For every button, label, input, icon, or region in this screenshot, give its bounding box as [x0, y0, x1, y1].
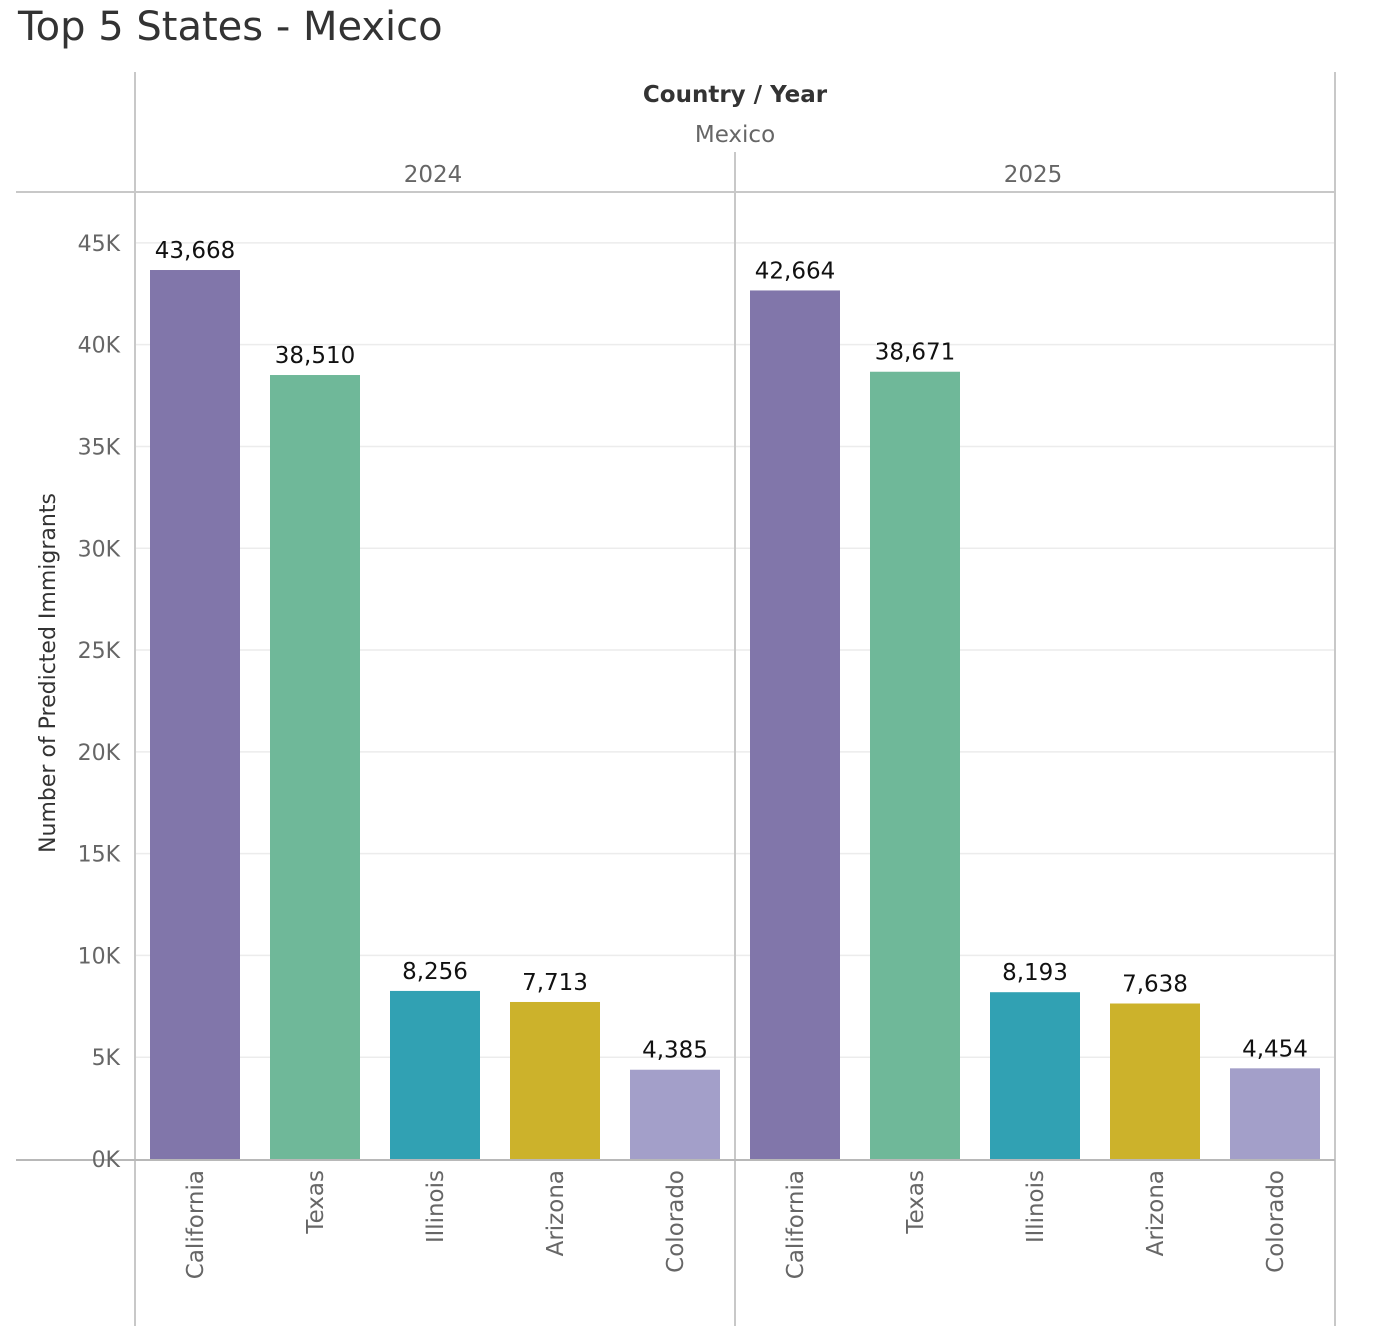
data-label: 38,510 — [275, 343, 355, 369]
x-tick-label: California — [183, 1170, 209, 1279]
data-label: 42,664 — [755, 258, 835, 284]
x-tick-label: Texas — [903, 1170, 929, 1235]
y-tick-label: 30K — [78, 537, 121, 562]
chart-title: Top 5 States - Mexico — [18, 4, 443, 50]
y-tick-label: 10K — [78, 944, 121, 969]
y-tick-label: 0K — [92, 1148, 121, 1173]
y-tick-label: 20K — [78, 741, 121, 766]
x-tick-label: Illinois — [1023, 1170, 1049, 1243]
chart-frame — [16, 72, 1336, 1326]
bar-colorado — [1230, 1068, 1320, 1159]
bar-illinois — [990, 992, 1080, 1159]
y-tick-label: 35K — [78, 435, 121, 460]
x-tick-label: Texas — [303, 1170, 329, 1235]
panel-year-label: 2024 — [404, 162, 463, 188]
y-tick-label: 5K — [92, 1046, 121, 1071]
panel-2025: 2025 42,664 California 38,671 Texas 8,193 Illi… — [750, 162, 1320, 1279]
bar-colorado — [630, 1069, 720, 1159]
bar-arizona — [1110, 1003, 1200, 1159]
data-label: 43,668 — [155, 238, 235, 264]
y-tick-label: 25K — [78, 639, 121, 664]
data-label: 4,385 — [642, 1038, 708, 1064]
bar-arizona — [510, 1001, 600, 1159]
panel-year-label: 2025 — [1004, 162, 1063, 188]
data-label: 8,256 — [402, 959, 468, 985]
panels: 2024 43,668 California 38,510 Texas 8,256 Illi… — [150, 162, 1320, 1279]
x-tick-label: Colorado — [663, 1170, 689, 1273]
bar-illinois — [390, 990, 480, 1159]
data-label: 38,671 — [875, 340, 955, 366]
data-label: 7,713 — [522, 970, 588, 996]
header-country-label: Mexico — [695, 122, 775, 148]
y-tick-label: 15K — [78, 843, 121, 868]
header-field-label: Country / Year — [643, 82, 828, 108]
x-tick-label: Arizona — [1143, 1170, 1169, 1256]
bar-california — [150, 270, 240, 1159]
x-tick-label: Arizona — [543, 1170, 569, 1256]
x-tick-label: Colorado — [1263, 1170, 1289, 1273]
data-label: 7,638 — [1122, 972, 1188, 998]
x-tick-label: California — [783, 1170, 809, 1279]
y-axis-title: Number of Predicted Immigrants — [36, 493, 61, 853]
y-tick-label: 45K — [78, 232, 121, 257]
x-tick-label: Illinois — [423, 1170, 449, 1243]
data-label: 8,193 — [1002, 960, 1068, 986]
panel-2024: 2024 43,668 California 38,510 Texas 8,256 Illi… — [150, 162, 720, 1279]
y-axis-ticks: 0K 5K 10K 15K 20K 25K 30K 35K 40K 45K — [78, 232, 121, 1173]
y-tick-label: 40K — [78, 334, 121, 359]
bar-texas — [870, 371, 960, 1159]
bar-texas — [270, 375, 360, 1160]
data-label: 4,454 — [1242, 1036, 1308, 1062]
bar-california — [750, 290, 840, 1159]
